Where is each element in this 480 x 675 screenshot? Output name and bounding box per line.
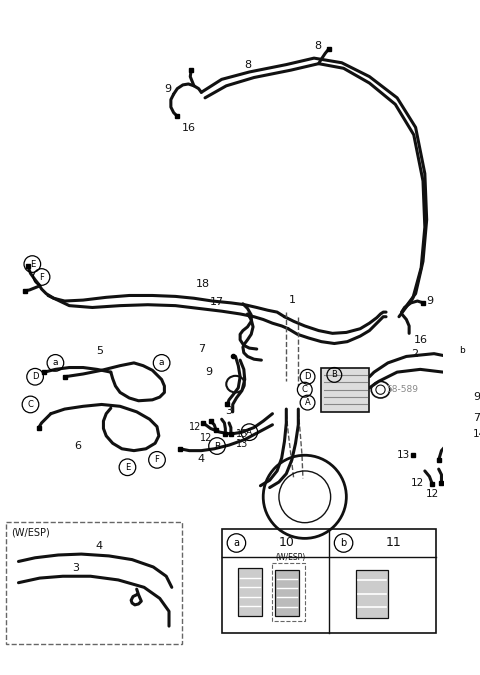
Text: (W/ESP): (W/ESP) [275,554,305,562]
Text: a: a [159,358,164,367]
Text: 13: 13 [237,439,249,449]
Text: a: a [233,538,240,548]
Text: 9: 9 [427,296,434,306]
Text: 7: 7 [473,413,480,423]
Text: 2: 2 [411,349,418,358]
Text: 9: 9 [205,367,213,377]
Text: 16: 16 [181,123,195,133]
Text: 7: 7 [198,344,205,354]
Text: 13: 13 [397,450,410,460]
Text: 12: 12 [426,489,439,500]
Text: 58-589: 58-589 [386,385,418,394]
FancyBboxPatch shape [6,522,182,644]
Text: 9: 9 [473,392,480,402]
Bar [322,367,370,412]
Text: B: B [214,441,220,450]
Text: (W/ESP): (W/ESP) [11,528,50,537]
Text: F: F [155,456,159,464]
Bar [357,570,388,618]
Text: 6: 6 [74,441,81,451]
Text: 1: 1 [288,295,295,304]
Text: 3: 3 [72,563,79,572]
Text: B: B [331,371,337,379]
Text: 16: 16 [414,335,428,345]
Bar [275,570,299,616]
Text: 12: 12 [411,479,424,488]
Text: b: b [459,346,465,356]
Text: 15: 15 [237,429,249,439]
Text: b: b [340,538,347,548]
Text: A: A [246,428,252,437]
Text: F: F [39,273,44,281]
Text: 12: 12 [189,422,201,431]
Text: 17: 17 [210,298,224,308]
Text: 18: 18 [196,279,210,289]
Text: C: C [27,400,34,409]
Text: 4: 4 [198,454,205,464]
Bar [238,568,262,616]
Text: 4: 4 [95,541,102,551]
Text: 12: 12 [200,433,213,443]
Text: 10: 10 [278,537,294,549]
Text: 11: 11 [385,537,401,549]
Text: C: C [302,385,308,394]
Text: E: E [125,463,130,472]
Text: 9: 9 [165,84,172,94]
Text: 5: 5 [96,346,103,356]
FancyBboxPatch shape [272,564,305,620]
Bar [222,529,436,632]
Text: 8: 8 [244,59,251,70]
Text: 3: 3 [226,406,232,416]
Text: a: a [53,358,58,367]
Text: A: A [305,398,311,407]
Text: E: E [30,260,35,269]
Text: D: D [304,372,311,381]
Text: D: D [32,372,38,381]
Text: 14: 14 [473,429,480,439]
Text: 8: 8 [314,41,321,51]
